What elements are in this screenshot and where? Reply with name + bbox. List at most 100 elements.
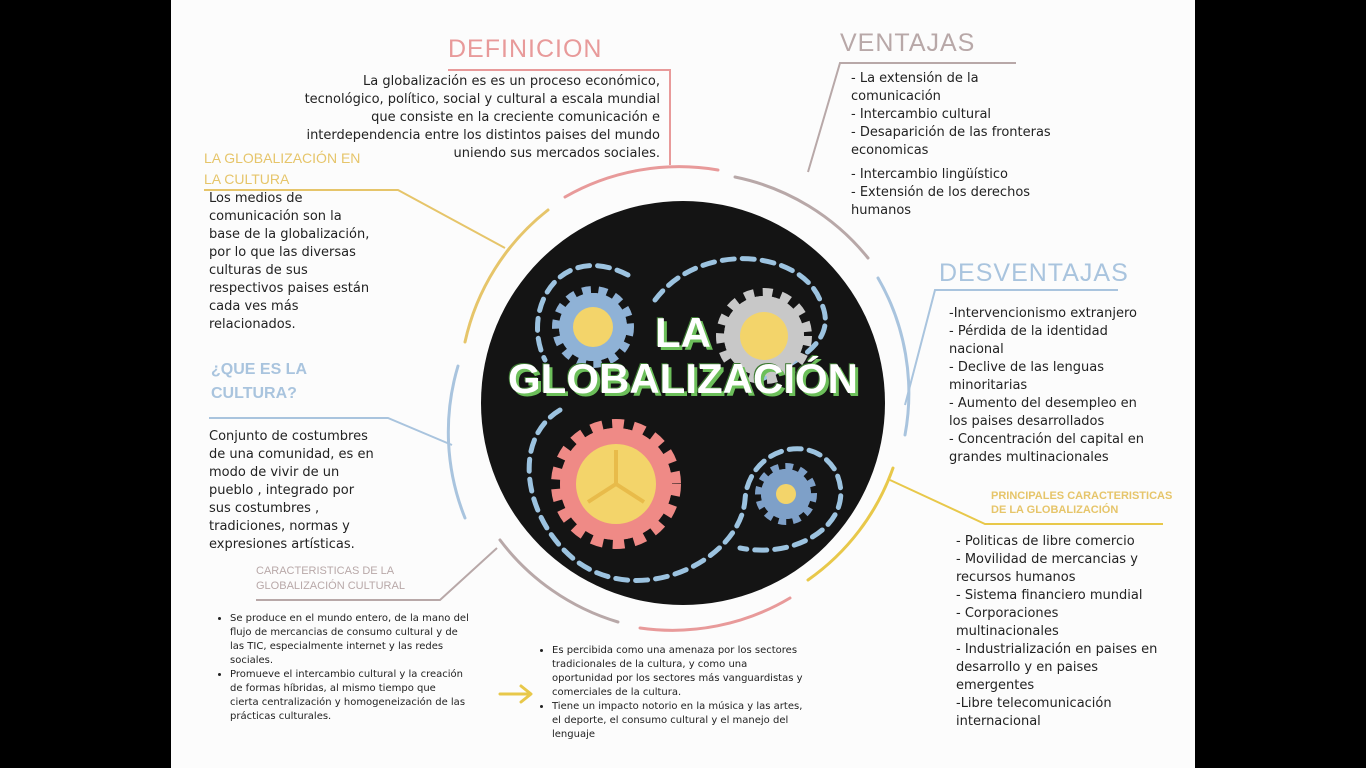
line-definicion bbox=[448, 69, 671, 165]
definicion-line: interdependencia entre los distintos pai… bbox=[306, 128, 660, 143]
que-es-cultura-line: expresiones artísticas. bbox=[209, 537, 355, 552]
que-es-cultura-heading: ¿QUE ES LA CULTURA? bbox=[211, 361, 308, 402]
center-circle bbox=[481, 201, 885, 605]
caracteristica-line: cierta centralización y homogeneización … bbox=[230, 697, 466, 708]
ventajas-item: - Desaparición de las fronteras bbox=[851, 125, 1051, 140]
caracteristica-line: Tiene un impacto notorio en la música y … bbox=[552, 701, 803, 712]
que-es-cultura-line: tradiciones, normas y bbox=[209, 519, 350, 534]
que-es-cultura-line: sus costumbres , bbox=[209, 501, 320, 516]
caracteristica-line: oportunidad por los sectores más vanguar… bbox=[552, 673, 803, 684]
desventajas-item: los paises desarrollados bbox=[949, 414, 1105, 429]
caracteristica-bullet: Es percibida como una amenaza por los se… bbox=[552, 644, 852, 700]
que-es-cultura-line: Conjunto de costumbres bbox=[209, 429, 368, 444]
cultura-heading: LA GLOBALIZACIÓN EN LA CULTURA bbox=[204, 150, 361, 187]
gear-small-blue-icon bbox=[755, 463, 817, 525]
desventajas-item: - Aumento del desempleo en bbox=[949, 396, 1137, 411]
definicion-heading: DEFINICION bbox=[448, 35, 603, 63]
cultura-line: base de la globalización, bbox=[209, 227, 370, 242]
cultura-line: comunicación son la bbox=[209, 209, 342, 224]
definicion-line: La globalización es es un proceso económ… bbox=[363, 74, 660, 89]
cultura-line: cada ves más bbox=[209, 299, 299, 314]
caracteristica-line: tradicionales de la cultura, y como una bbox=[552, 659, 748, 670]
ventajas-item: - Intercambio lingüístico bbox=[851, 167, 1008, 182]
ventajas-item: - Intercambio cultural bbox=[851, 107, 992, 122]
desventajas-item: grandes multinacionales bbox=[949, 450, 1109, 465]
caracteristica-line: Promueve el intercambio cultural y la cr… bbox=[230, 669, 463, 680]
cultura-line: relacionados. bbox=[209, 317, 296, 332]
line-desventajas bbox=[904, 289, 1118, 406]
que-es-cultura-line: de una comunidad, es en bbox=[209, 447, 374, 462]
caracteristicas-list-right: Es percibida como una amenaza por los se… bbox=[538, 644, 852, 742]
center-title-line1: LA bbox=[655, 309, 711, 356]
ventajas-item: humanos bbox=[851, 203, 912, 218]
cultura-line: culturas de sus bbox=[209, 263, 308, 278]
arrow-right-icon bbox=[498, 684, 533, 704]
arc-caracteristicas bbox=[498, 538, 620, 624]
desventajas-item: - Concentración del capital en bbox=[949, 432, 1144, 447]
line-caracteristicas bbox=[256, 547, 498, 601]
arc-bottom bbox=[638, 596, 792, 632]
ventajas-item: - Extensión de los derechos bbox=[851, 185, 1031, 200]
principales-list: - Politicas de libre comercio - Movilidad… bbox=[956, 533, 1176, 731]
principales-item: recursos humanos bbox=[956, 570, 1076, 585]
center-title: LA GLOBALIZACIÓN bbox=[483, 310, 883, 402]
gear-blue-icon bbox=[552, 286, 634, 368]
desventajas-item: - Declive de las lenguas bbox=[949, 360, 1104, 375]
principales-item: - Corporaciones bbox=[956, 606, 1059, 621]
principales-item: - Sistema financiero mundial bbox=[956, 588, 1143, 603]
principales-item: - Industrialización en paises en bbox=[956, 642, 1158, 657]
principales-heading: PRINCIPALES CARACTERISTICAS DE LA GLOBAL… bbox=[991, 490, 1173, 516]
ventajas-list: - La extensión de la comunicación - Inter… bbox=[851, 70, 1101, 220]
caracteristica-line: prácticas culturales. bbox=[230, 711, 332, 722]
desventajas-item: -Intervencionismo extranjero bbox=[949, 306, 1137, 321]
principales-item: internacional bbox=[956, 714, 1041, 729]
caracteristica-line: de formas híbridas, al mismo tiempo que bbox=[230, 683, 436, 694]
caracteristica-line: Se produce en el mundo entero, de la man… bbox=[230, 613, 469, 624]
desventajas-list: -Intervencionismo extranjero - Pérdida de… bbox=[949, 305, 1179, 467]
ventajas-item: comunicación bbox=[851, 89, 941, 104]
caracteristica-line: Es percibida como una amenaza por los se… bbox=[552, 645, 798, 656]
ventajas-item: - La extensión de la bbox=[851, 71, 979, 86]
caracteristicas-heading: CARACTERISTICAS DE LA GLOBALIZACIÓN CULT… bbox=[256, 565, 405, 592]
que-es-cultura-line: modo de vivir de un bbox=[209, 465, 340, 480]
que-es-cultura-text: Conjunto de costumbres de una comunidad, … bbox=[209, 428, 409, 554]
caracteristica-line: flujo de mercancias de consumo cultural … bbox=[230, 627, 458, 638]
caracteristica-line: sociales. bbox=[230, 655, 274, 666]
cultura-line: por lo que las diversas bbox=[209, 245, 356, 260]
que-es-cultura-line: pueblo , integrado por bbox=[209, 483, 355, 498]
principales-item: - Movilidad de mercancias y bbox=[956, 552, 1138, 567]
dashed-path-bottom bbox=[526, 407, 844, 583]
caracteristica-line: el deporte, el consumo cultural y el man… bbox=[552, 715, 789, 726]
ventajas-heading: VENTAJAS bbox=[840, 29, 976, 57]
arc-desventajas bbox=[876, 276, 911, 437]
caracteristica-bullet: Se produce en el mundo entero, de la man… bbox=[230, 612, 520, 668]
definicion-line: tecnológico, político, social y cultural… bbox=[304, 92, 660, 107]
desventajas-heading: DESVENTAJAS bbox=[939, 259, 1129, 287]
caracteristica-bullet: Promueve el intercambio cultural y la cr… bbox=[230, 668, 520, 724]
principales-item: -Libre telecomunicación bbox=[956, 696, 1112, 711]
arc-principales bbox=[806, 466, 895, 582]
line-principales bbox=[889, 479, 1163, 525]
desventajas-item: - Pérdida de la identidad bbox=[949, 324, 1108, 339]
desventajas-item: nacional bbox=[949, 342, 1004, 357]
principales-item: desarrollo y en paises bbox=[956, 660, 1098, 675]
definicion-line: que consiste en la creciente comunicació… bbox=[371, 110, 660, 125]
definicion-text: La globalización es es un proceso económ… bbox=[250, 73, 660, 163]
definicion-line: uniendo sus mercados sociales. bbox=[453, 146, 661, 161]
caracteristica-line: las TIC, especialmente internet y las re… bbox=[230, 641, 444, 652]
caracteristica-line: comerciales de la cultura. bbox=[552, 687, 682, 698]
center-title-line2: GLOBALIZACIÓN bbox=[508, 355, 858, 402]
line-ventajas bbox=[807, 62, 1016, 173]
desventajas-item: minoritarias bbox=[949, 378, 1028, 393]
caracteristica-line: lenguaje bbox=[552, 729, 596, 740]
arc-definicion bbox=[563, 165, 720, 199]
cultura-line: Los medios de bbox=[209, 191, 303, 206]
arc-cultura bbox=[463, 208, 550, 344]
caracteristica-bullet: Tiene un impacto notorio en la música y … bbox=[552, 700, 852, 742]
arc-cultura-q bbox=[446, 364, 467, 520]
line-cultura bbox=[204, 189, 506, 249]
principales-item: - Politicas de libre comercio bbox=[956, 534, 1135, 549]
caracteristicas-list-left: Se produce en el mundo entero, de la man… bbox=[216, 612, 520, 724]
principales-item: emergentes bbox=[956, 678, 1035, 693]
